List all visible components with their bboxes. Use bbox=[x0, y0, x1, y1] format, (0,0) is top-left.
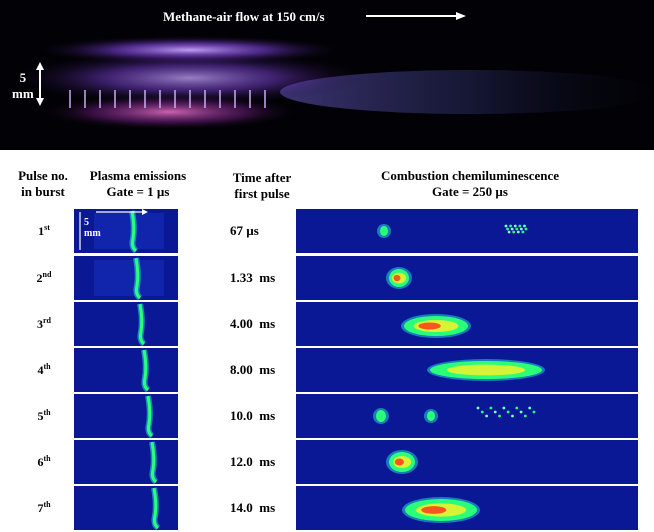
flame-kernel-hot bbox=[394, 458, 404, 466]
emission-speck bbox=[506, 410, 510, 414]
plasma-streak bbox=[130, 210, 138, 253]
pulse-suffix: st bbox=[44, 223, 50, 232]
plasma-emission-image-4 bbox=[74, 348, 178, 392]
inset-arrow-head bbox=[142, 209, 148, 215]
emission-speck bbox=[515, 406, 519, 410]
time-label-7: 14.0 ms bbox=[230, 500, 276, 515]
flame-kernel bbox=[380, 226, 388, 236]
header-pulse-number: Pulse no. in burst bbox=[18, 168, 68, 199]
emission-speck bbox=[509, 224, 513, 228]
emission-speck bbox=[511, 414, 514, 418]
emission-speck bbox=[512, 230, 516, 234]
emission-speck bbox=[507, 230, 511, 234]
emission-speck bbox=[513, 224, 517, 228]
emission-speck bbox=[506, 227, 509, 231]
discharge-glow bbox=[15, 12, 654, 130]
emission-speck bbox=[523, 414, 527, 418]
emission-speck bbox=[521, 230, 525, 234]
plasma-streak bbox=[146, 395, 154, 438]
emission-speck bbox=[510, 227, 514, 231]
time-label-5: 10.0 ms bbox=[230, 408, 276, 423]
pulse-number: 5 bbox=[37, 409, 44, 423]
combustion-image-5 bbox=[296, 394, 638, 438]
discharge-photo: Methane-air flow at 150 cm/s 5 mm bbox=[0, 0, 654, 150]
combustion-image-7 bbox=[296, 486, 638, 530]
pulse-number: 3 bbox=[37, 317, 43, 331]
emission-speck bbox=[476, 406, 480, 410]
plasma-haze bbox=[94, 260, 164, 296]
pulse-suffix: rd bbox=[43, 316, 51, 325]
time-label-4: 8.00 ms bbox=[230, 362, 276, 377]
plasma-emission-image-2 bbox=[74, 256, 178, 300]
pulse-number: 6 bbox=[37, 455, 44, 469]
emission-speck bbox=[489, 406, 493, 410]
pulse-suffix: th bbox=[43, 500, 51, 509]
emission-speck bbox=[519, 410, 523, 414]
scale-bar-label: 5 mm bbox=[12, 70, 34, 101]
plasma-haze bbox=[94, 213, 164, 249]
emission-speck bbox=[515, 227, 519, 231]
pulse-number: 1 bbox=[38, 224, 45, 238]
plasma-streak bbox=[150, 441, 158, 484]
pulse-label-7: 7th bbox=[24, 500, 64, 516]
emission-speck bbox=[519, 227, 523, 231]
inset-scale-label: 5 mm bbox=[84, 217, 101, 239]
combustion-image-2 bbox=[296, 256, 638, 300]
emission-speck bbox=[528, 406, 532, 410]
pulse-label-6: 6th bbox=[24, 454, 64, 470]
pulse-label-1: 1st bbox=[24, 223, 64, 239]
emission-speck bbox=[480, 410, 484, 414]
plasma-streak bbox=[152, 487, 160, 530]
plasma-emission-image-6 bbox=[74, 440, 178, 484]
flame-kernel-hot bbox=[418, 322, 441, 330]
flame-kernel bbox=[427, 411, 435, 421]
plasma-streak bbox=[134, 257, 142, 300]
plasma-streak bbox=[142, 349, 150, 392]
flame-kernel-hot bbox=[393, 274, 401, 282]
emission-speck bbox=[523, 224, 526, 228]
plasma-emission-image-7 bbox=[74, 486, 178, 530]
emission-speck bbox=[485, 414, 489, 418]
emission-speck bbox=[524, 227, 528, 231]
pulse-label-2: 2nd bbox=[24, 270, 64, 286]
time-label-2: 1.33 ms bbox=[230, 270, 276, 285]
emission-speck bbox=[504, 224, 508, 228]
header-plasma-emissions: Plasma emissions Gate = 1 µs bbox=[89, 168, 187, 199]
pulse-number: 2 bbox=[36, 271, 43, 285]
plasma-emission-image-1: 5 mm bbox=[74, 209, 178, 253]
plasma-streak bbox=[138, 303, 146, 346]
pulse-suffix: th bbox=[43, 408, 51, 417]
time-label-6: 12.0 ms bbox=[230, 454, 276, 469]
emission-speck bbox=[502, 406, 506, 410]
combustion-image-1 bbox=[296, 209, 638, 253]
flow-label: Methane-air flow at 150 cm/s bbox=[163, 9, 325, 24]
flame-kernel-hot bbox=[421, 506, 447, 514]
combustion-image-6 bbox=[296, 440, 638, 484]
combustion-image-3 bbox=[296, 302, 638, 346]
time-label-1: 67 µs bbox=[230, 223, 259, 238]
pulse-label-3: 3rd bbox=[24, 316, 64, 332]
plasma-emission-image-3 bbox=[74, 302, 178, 346]
pulse-label-5: 5th bbox=[24, 408, 64, 424]
combustion-image-4 bbox=[296, 348, 638, 392]
flame-kernel bbox=[376, 410, 386, 422]
emission-speck bbox=[493, 410, 497, 414]
header-combustion-chemiluminescence: Combustion chemiluminescence Gate = 250 µ… bbox=[380, 168, 560, 199]
pulse-suffix: th bbox=[43, 362, 51, 371]
pulse-suffix: th bbox=[43, 454, 51, 463]
pulse-number: 7 bbox=[37, 501, 44, 515]
emission-speck bbox=[532, 410, 536, 414]
emission-speck bbox=[516, 230, 520, 234]
pulse-number: 4 bbox=[37, 363, 44, 377]
plasma-emission-image-5 bbox=[74, 394, 178, 438]
emission-speck bbox=[518, 224, 522, 228]
emission-speck bbox=[498, 414, 501, 418]
time-label-3: 4.00 ms bbox=[230, 316, 276, 331]
pulse-suffix: nd bbox=[42, 270, 52, 279]
header-time-after-first-pulse: Time after first pulse bbox=[232, 170, 292, 201]
flame-kernel-warm bbox=[446, 364, 526, 376]
pulse-label-4: 4th bbox=[24, 362, 64, 378]
